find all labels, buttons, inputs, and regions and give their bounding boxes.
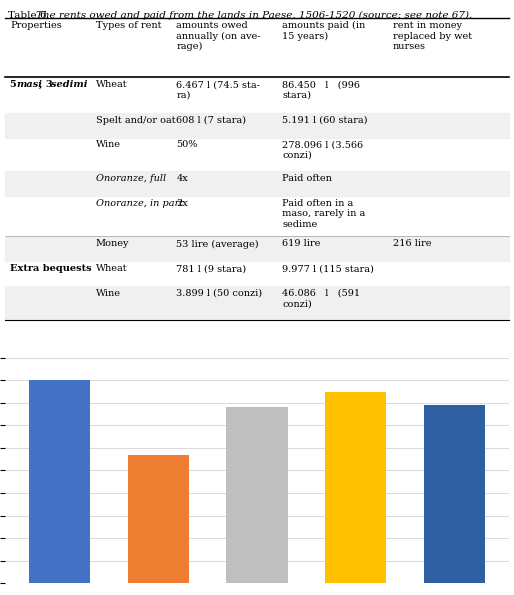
Text: 9.977 l (115 stara): 9.977 l (115 stara) (282, 264, 374, 273)
Text: 216 lire: 216 lire (393, 239, 432, 248)
Text: rent in money
replaced by wet
nurses: rent in money replaced by wet nurses (393, 21, 472, 51)
Bar (29, 380, 90, 583)
Text: Types of rent: Types of rent (96, 21, 161, 30)
Text: 781 l (9 stara): 781 l (9 stara) (176, 264, 247, 273)
Text: 608 l (7 stara): 608 l (7 stara) (176, 116, 246, 125)
Text: Onoranze, in part: Onoranze, in part (96, 199, 183, 208)
Text: 278.096 l (3.566
conzi): 278.096 l (3.566 conzi) (282, 140, 363, 160)
Text: Extra bequests: Extra bequests (10, 264, 92, 273)
Bar (325, 392, 387, 583)
Text: 4x: 4x (176, 174, 188, 183)
Text: 2x: 2x (176, 199, 188, 208)
Text: 3.899 l (50 conzi): 3.899 l (50 conzi) (176, 289, 263, 298)
Text: 53 lire (average): 53 lire (average) (176, 239, 259, 249)
Text: masi: masi (17, 80, 43, 89)
Text: , 3: , 3 (39, 80, 56, 89)
Text: Wine: Wine (96, 289, 121, 298)
Bar (5, 113, 509, 137)
Text: Wheat: Wheat (96, 264, 127, 273)
Text: Money: Money (96, 239, 130, 248)
Text: 619 lire: 619 lire (282, 239, 321, 248)
Text: amounts paid (in
15 years): amounts paid (in 15 years) (282, 21, 365, 41)
Bar (226, 408, 288, 583)
Text: Paid often: Paid often (282, 174, 332, 183)
Bar (424, 405, 485, 583)
Bar (5, 171, 509, 196)
Text: Spelt and/or oat: Spelt and/or oat (96, 116, 175, 125)
Bar (5, 237, 509, 261)
Text: 5.191 l (60 stara): 5.191 l (60 stara) (282, 116, 368, 125)
Text: Wine: Wine (96, 140, 121, 149)
Text: 50%: 50% (176, 140, 198, 149)
Text: Table 6: Table 6 (8, 11, 52, 20)
Bar (5, 286, 509, 320)
Text: Properties: Properties (10, 21, 62, 30)
Bar (127, 455, 189, 583)
Text: 46.086   l   (591
conzi): 46.086 l (591 conzi) (282, 289, 360, 308)
Text: sedimi: sedimi (51, 80, 88, 89)
Text: Paid often in a
maso, rarely in a
sedime: Paid often in a maso, rarely in a sedime (282, 199, 365, 228)
Text: Onoranze, full: Onoranze, full (96, 174, 166, 183)
Text: The rents owed and paid from the lands in Paese, 1506-1520 (source: see note 67): The rents owed and paid from the lands i… (36, 11, 472, 20)
Text: 5: 5 (10, 80, 20, 89)
Text: amounts owed
annually (on ave-
rage): amounts owed annually (on ave- rage) (176, 21, 261, 51)
Text: 86.450   l   (996
stara): 86.450 l (996 stara) (282, 80, 360, 100)
Text: Wheat: Wheat (96, 80, 127, 89)
Text: 6.467 l (74.5 sta-
ra): 6.467 l (74.5 sta- ra) (176, 80, 260, 100)
